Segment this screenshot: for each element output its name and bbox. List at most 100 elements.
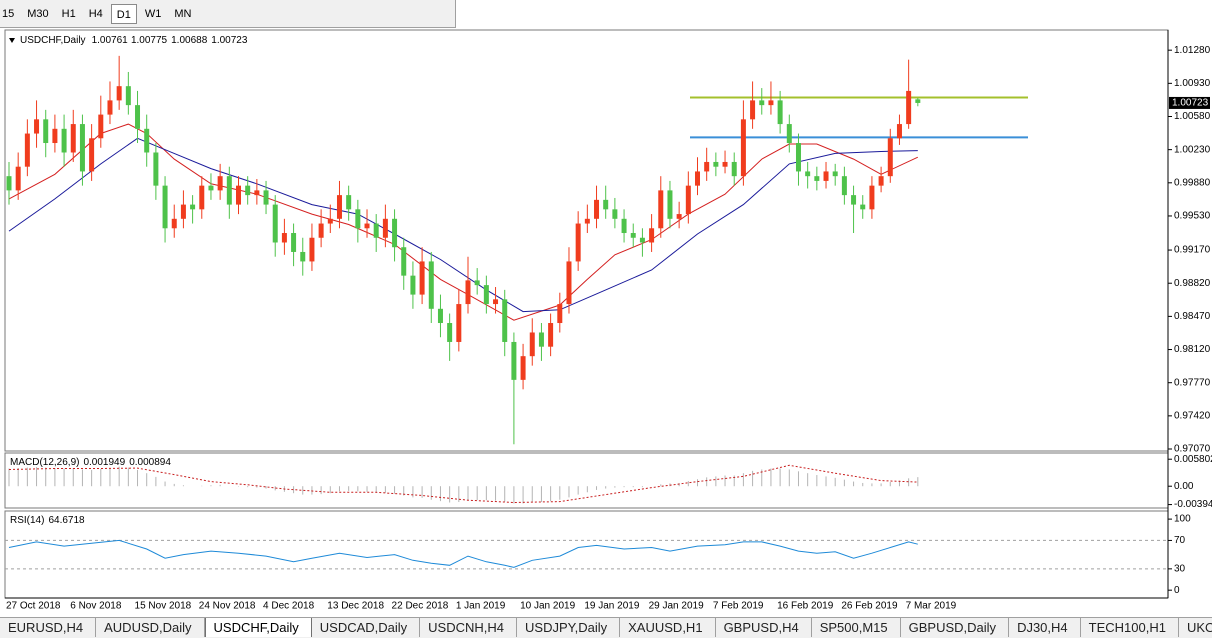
candle-body [639, 237, 645, 243]
chart-tab[interactable]: TECH100,H1 [1081, 618, 1179, 637]
candle-body [52, 128, 58, 144]
last-open: 1.00761 [92, 35, 129, 46]
y-tick-label: 0.97420 [1174, 410, 1211, 421]
candle-body [180, 204, 186, 219]
candle-body [162, 185, 168, 229]
candle-body [621, 218, 627, 234]
x-tick-label: 7 Mar 2019 [906, 601, 957, 612]
candle-body [860, 204, 866, 210]
rsi-value: 64.6718 [48, 515, 85, 526]
y-tick-label: 0.99170 [1174, 245, 1211, 256]
chart-tab[interactable]: USDCAD,Daily [312, 618, 421, 637]
candle-body [245, 185, 251, 196]
chart-tab[interactable]: USDCNH,H4 [420, 618, 518, 637]
macd-name: MACD(12,26,9) [10, 457, 79, 468]
timeframe-button[interactable]: 15 [2, 7, 15, 20]
y-tick-label: 0.00 [1174, 481, 1194, 492]
chart-tab[interactable]: USDJPY,Daily [517, 618, 621, 637]
candle-body [79, 124, 85, 172]
timeframe-button[interactable]: H4 [88, 7, 103, 20]
y-tick-label: 1.00580 [1174, 111, 1211, 122]
x-tick-label: 15 Nov 2018 [135, 601, 192, 612]
chart-tab[interactable]: SP500,M15 [812, 618, 901, 637]
candle-body [520, 356, 526, 380]
candle-body [731, 161, 737, 177]
x-tick-label: 1 Jan 2019 [456, 601, 506, 612]
y-tick-label: 0.97070 [1174, 444, 1211, 455]
candle-body [584, 218, 590, 224]
candle-body [208, 185, 214, 191]
candle-body [125, 86, 131, 106]
candle-body [43, 119, 49, 144]
candle-body [61, 128, 67, 153]
signal-line [8, 464, 918, 504]
candle-body [300, 251, 306, 262]
chart-tab[interactable]: XAUUSD,H1 [620, 618, 716, 637]
timeframe-button[interactable]: MN [174, 7, 192, 20]
candle-body [318, 223, 324, 238]
timeframe-button[interactable]: M30 [27, 7, 49, 20]
candle-body [750, 100, 756, 120]
timeframe-button[interactable]: W1 [144, 7, 162, 20]
y-tick-label: 0.98120 [1174, 344, 1211, 355]
candle-body [364, 223, 370, 229]
chart-tab[interactable]: DJ30,H4 [1009, 618, 1081, 637]
chart-tab[interactable]: GBPUSD,H4 [716, 618, 812, 637]
candle-body [291, 233, 297, 252]
x-tick-label: 7 Feb 2019 [713, 601, 764, 612]
timeframe-toolbar: 15 M30 H1 H4 D1 W1 MN [0, 0, 456, 28]
chart-tab[interactable]: EURUSD,H4 [0, 618, 97, 637]
candle-body [713, 161, 719, 167]
timeframe-button[interactable]: D1 [110, 3, 137, 24]
rsi-name: RSI(14) [10, 515, 44, 526]
chart-tab[interactable]: AUDUSD,Daily [96, 618, 205, 637]
candle-body [493, 299, 499, 305]
candle-body [474, 280, 480, 286]
last-price-box [1169, 96, 1210, 109]
candle-body [373, 223, 379, 238]
candle-body [786, 124, 792, 144]
candle-body [869, 185, 875, 210]
candle-body [832, 171, 838, 177]
candle-body [740, 119, 746, 177]
y-tick-label: 1.00930 [1174, 78, 1211, 89]
symbol-title: USDCHF,Daily [20, 35, 86, 46]
candle-body [144, 128, 150, 153]
y-tick-label: 0.98820 [1174, 278, 1211, 289]
x-tick-label: 16 Feb 2019 [777, 601, 834, 612]
chart-tab[interactable]: UKOil, [1179, 618, 1212, 637]
candle-body [281, 233, 287, 243]
y-tick-label: 0.005802 [1174, 454, 1212, 465]
candle-body [814, 176, 820, 181]
candle-body [548, 323, 554, 347]
candle-body [6, 176, 12, 191]
timeframe-button[interactable]: H1 [61, 7, 76, 20]
candle-body [392, 218, 398, 248]
candle-body [630, 233, 636, 238]
candle-body [217, 176, 223, 191]
y-tick-label: 70 [1174, 535, 1186, 546]
candle-body [34, 119, 40, 134]
candle-body [612, 209, 618, 219]
macd-panel [4, 452, 1169, 509]
candle-body [915, 99, 921, 103]
candle-body [336, 195, 342, 219]
candle-body [502, 299, 508, 342]
rsi-panel [4, 510, 1169, 599]
chart-tab[interactable]: USDCHF,Daily [204, 618, 312, 637]
y-tick-label: 0.99530 [1174, 211, 1211, 222]
candle-body [226, 176, 232, 205]
candle-body [447, 323, 453, 342]
candle-body [722, 161, 728, 167]
candle-body [327, 218, 333, 224]
candle-body [89, 138, 95, 172]
candle-body [135, 105, 141, 129]
candle-body [594, 199, 600, 219]
x-tick-label: 4 Dec 2018 [263, 601, 315, 612]
candle-body [419, 261, 425, 295]
candle-body [382, 218, 388, 238]
price-panel [4, 29, 1169, 452]
candle-body [171, 218, 177, 229]
chart-tab[interactable]: GBPUSD,Daily [901, 618, 1010, 637]
